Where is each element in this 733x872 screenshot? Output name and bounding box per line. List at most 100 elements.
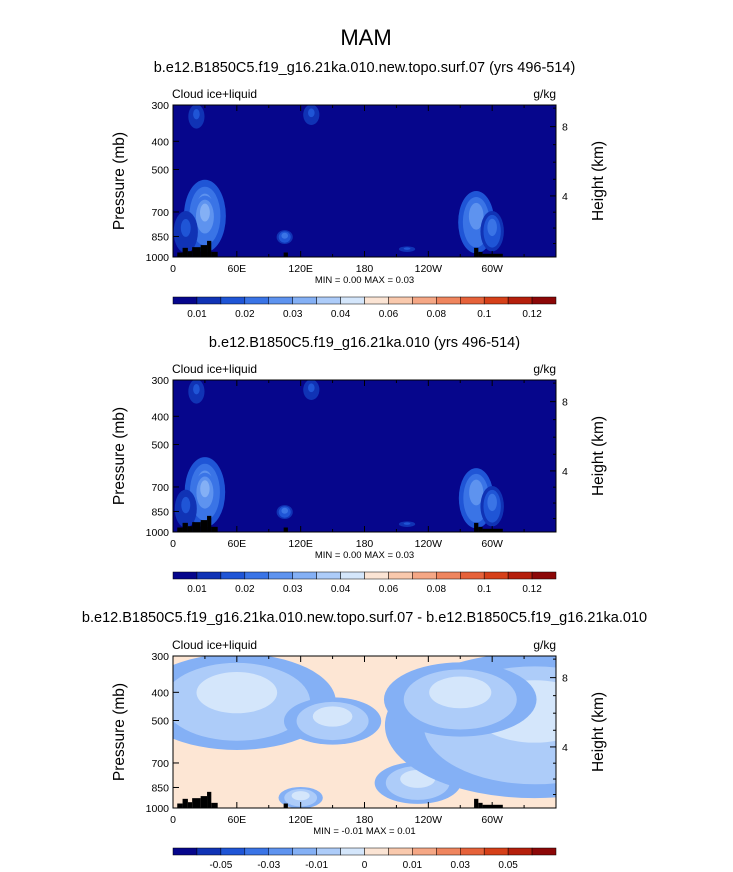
x-tick-label: 180 (356, 263, 374, 275)
colorbar-swatch (483, 296, 509, 305)
colorbar-label: 0.01 (403, 860, 423, 871)
contour-blob (429, 676, 492, 709)
topography-block (211, 802, 218, 808)
colorbar-swatch (460, 847, 485, 856)
colorbar-swatch (172, 847, 198, 856)
variable-label: Cloud ice+liquid (172, 87, 257, 101)
topography-block (187, 526, 193, 532)
colorbar-swatch (364, 296, 389, 305)
x-tick-label: 60E (227, 263, 246, 275)
colorbar-swatch (196, 847, 222, 856)
y2-tick-label: 4 (562, 191, 568, 203)
colorbar-swatch (316, 571, 341, 580)
y2-tick-label: 8 (562, 122, 568, 134)
topography-block (182, 798, 188, 808)
colorbar-swatch (436, 296, 461, 305)
x-tick-label: 180 (356, 538, 374, 550)
colorbar-swatch (412, 571, 437, 580)
colorbar-swatch (292, 847, 317, 856)
y-tick-label: 1000 (146, 803, 170, 815)
y2-tick-label: 8 (562, 673, 568, 685)
colorbar-swatch (292, 296, 317, 305)
y-tick-label: 300 (151, 100, 169, 112)
topography-block (182, 247, 188, 257)
contour-blob (181, 496, 191, 514)
colorbar-swatch (531, 847, 557, 856)
x-tick-label: 180 (356, 814, 374, 826)
colorbar-swatch (268, 847, 293, 856)
colorbar-label: 0.04 (331, 584, 351, 595)
x-tick-label: 120E (288, 814, 313, 826)
topography (177, 515, 503, 532)
colorbar-label: 0.01 (187, 584, 207, 595)
colorbar-swatch (172, 571, 198, 580)
colorbar-swatch (531, 571, 557, 580)
contour-blob (487, 218, 497, 237)
colorbar-swatch (507, 296, 533, 305)
colorbar-label: 0.1 (477, 584, 491, 595)
contour-blob (291, 791, 310, 801)
contour-field (174, 380, 504, 529)
contour-blob (469, 479, 484, 506)
contour-field (173, 105, 504, 254)
topography-block (283, 252, 288, 257)
colorbar: 0.01 0.02 0.03 0.04 0.06 0.08 0.1 0.12 (172, 571, 557, 595)
topography-block (482, 804, 503, 808)
topography-block (200, 520, 208, 532)
topography-block (482, 253, 503, 257)
topography-block (182, 522, 188, 532)
x-tick-label: 0 (170, 263, 176, 275)
panel-3: b.e12.B1850C5.f19_g16.21ka.010.new.topo.… (82, 610, 647, 871)
y-tick-label: 850 (151, 782, 169, 794)
colorbar-label: -0.03 (257, 860, 280, 871)
contour-field (173, 656, 556, 808)
topography-block (187, 251, 193, 257)
topography-block (207, 791, 212, 808)
x-tick-label: 60E (227, 814, 246, 826)
colorbar-label: 0.08 (427, 309, 447, 320)
x-tick-label: 120W (415, 814, 443, 826)
contour-blob (403, 522, 411, 525)
contour-blob (403, 247, 411, 250)
y2-axis-title: Height (km) (590, 141, 607, 221)
figure-title: MAM (340, 25, 391, 50)
y2-axis-title: Height (km) (590, 692, 607, 772)
colorbar-swatch (244, 571, 269, 580)
topography-block (177, 527, 183, 532)
contour-blob (180, 218, 191, 237)
colorbar-swatch (340, 571, 365, 580)
topography-block (207, 515, 212, 532)
colorbar-swatch (483, 571, 509, 580)
topography-block (283, 527, 288, 532)
colorbar-swatch (316, 296, 341, 305)
topography-block (177, 252, 183, 257)
topography-block (211, 251, 218, 257)
topography-block (474, 247, 479, 257)
topography (177, 791, 503, 808)
panel-2: b.e12.B1850C5.f19_g16.21ka.010 (yrs 496-… (111, 335, 607, 595)
min-max-stats: MIN = -0.01 MAX = 0.01 (313, 826, 415, 837)
panel-title: b.e12.B1850C5.f19_g16.21ka.010 (yrs 496-… (209, 335, 520, 351)
topography-block (192, 247, 201, 257)
topography (177, 240, 503, 257)
colorbar-swatch (244, 847, 269, 856)
topography-block (200, 796, 208, 808)
x-tick-label: 120E (288, 263, 313, 275)
min-max-stats: MIN = 0.00 MAX = 0.03 (315, 550, 414, 561)
y-tick-label: 1000 (146, 252, 170, 264)
y2-axis-title: Height (km) (590, 416, 607, 496)
colorbar-swatch (388, 571, 413, 580)
y-tick-label: 700 (151, 758, 169, 770)
colorbar-label: 0 (362, 860, 368, 871)
topography-block (474, 522, 479, 532)
y-tick-label: 700 (151, 207, 169, 219)
colorbar-swatch (340, 296, 365, 305)
panel-1: b.e12.B1850C5.f19_g16.21ka.010.new.topo.… (111, 60, 607, 320)
colorbar-swatch (531, 296, 557, 305)
topography-block (207, 240, 212, 257)
y-tick-label: 500 (151, 164, 169, 176)
x-tick-label: 60E (227, 538, 246, 550)
colorbar-label: 0.12 (522, 309, 542, 320)
contour-blob (196, 672, 278, 714)
